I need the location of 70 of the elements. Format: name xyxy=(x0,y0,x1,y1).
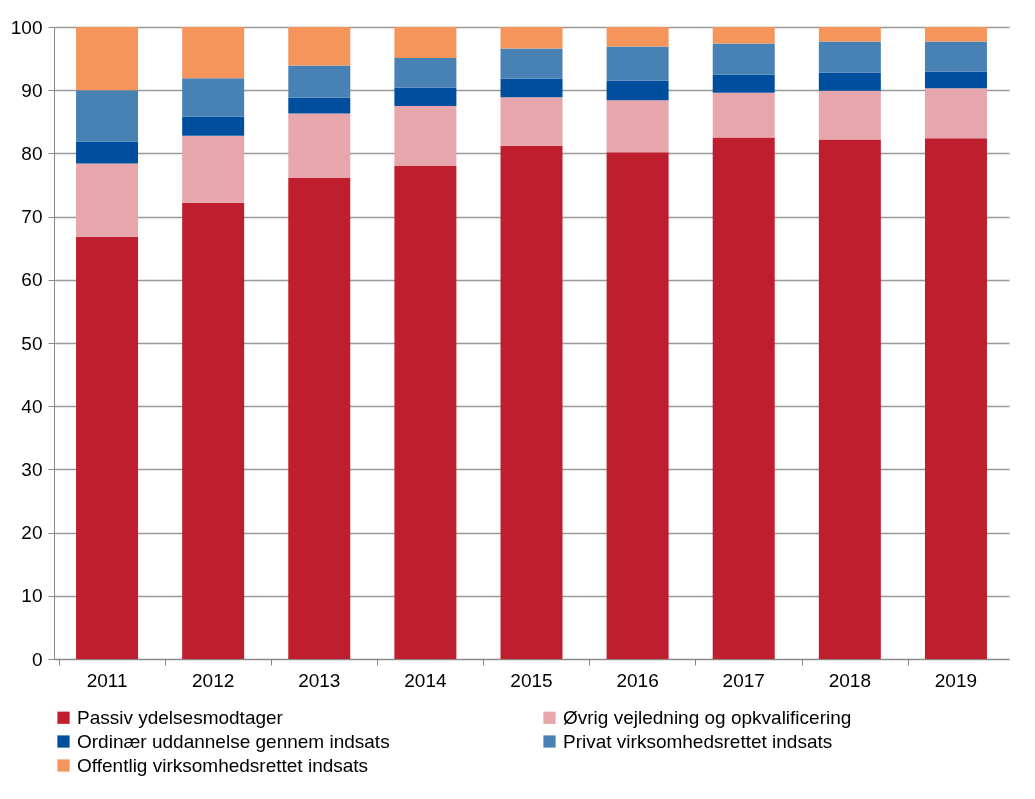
bar xyxy=(712,74,775,93)
bar xyxy=(500,145,563,659)
bar xyxy=(394,27,457,58)
legend-label: Øvrig vejledning og opkvalificering xyxy=(563,706,852,728)
y-tick-label: 100 xyxy=(10,16,43,38)
bar xyxy=(76,163,139,237)
bar xyxy=(500,48,563,79)
bar xyxy=(924,27,987,42)
bar xyxy=(606,100,669,153)
bar xyxy=(182,202,245,659)
y-tick-label: 40 xyxy=(21,395,43,417)
bar xyxy=(500,27,563,49)
bar xyxy=(288,178,351,659)
bar xyxy=(712,92,775,138)
bar xyxy=(182,135,245,203)
bar xyxy=(712,137,775,659)
bar xyxy=(394,106,457,167)
bar xyxy=(818,27,881,42)
y-tick-label: 20 xyxy=(21,522,43,544)
bar xyxy=(288,97,351,114)
bar xyxy=(924,138,987,659)
x-tick-label: 2012 xyxy=(192,669,235,691)
bar xyxy=(76,141,139,164)
y-tick-label: 30 xyxy=(21,458,43,480)
x-tick-label: 2015 xyxy=(510,669,553,691)
bar xyxy=(606,27,669,47)
bar xyxy=(76,27,139,91)
bar xyxy=(500,78,563,98)
x-tick-label: 2013 xyxy=(298,669,341,691)
bar xyxy=(606,152,669,659)
bar xyxy=(76,90,139,142)
bar xyxy=(76,236,139,659)
legend-label: Passiv ydelsesmodtager xyxy=(77,706,284,728)
legend-label: Ordinær uddannelse gennem indsats xyxy=(77,730,390,752)
y-tick-label: 60 xyxy=(21,269,43,291)
y-tick-label: 50 xyxy=(21,332,43,354)
bar xyxy=(818,90,881,140)
y-tick-label: 80 xyxy=(21,142,43,164)
bar xyxy=(818,139,881,659)
x-tick-label: 2017 xyxy=(722,669,765,691)
bar xyxy=(924,71,987,89)
y-tick-label: 10 xyxy=(21,585,43,607)
bar xyxy=(500,97,563,146)
bar xyxy=(712,43,775,75)
x-tick-label: 2011 xyxy=(86,669,128,691)
bar xyxy=(818,41,881,73)
x-tick-label: 2014 xyxy=(404,669,447,691)
bar xyxy=(712,27,775,44)
bar xyxy=(924,88,987,139)
bar xyxy=(818,72,881,91)
bar xyxy=(394,87,457,106)
bar xyxy=(182,78,245,117)
y-tick-label: 90 xyxy=(21,79,43,101)
bar xyxy=(182,27,245,79)
x-tick-label: 2016 xyxy=(616,669,659,691)
bar xyxy=(394,166,457,659)
bar xyxy=(924,41,987,72)
bar xyxy=(606,46,669,81)
bar xyxy=(394,57,457,88)
x-tick-label: 2018 xyxy=(828,669,871,691)
y-tick-label: 70 xyxy=(21,206,43,228)
y-tick-label: 0 xyxy=(31,648,43,670)
bar xyxy=(182,116,245,136)
legend-label: Offentlig virksomhedsrettet indsats xyxy=(77,754,369,776)
bar xyxy=(288,27,351,66)
bar xyxy=(606,80,669,101)
legend-label: Privat virksomhedsrettet indsats xyxy=(563,730,833,752)
bar xyxy=(288,113,351,179)
x-tick-label: 2019 xyxy=(934,669,978,691)
bar xyxy=(288,65,351,98)
